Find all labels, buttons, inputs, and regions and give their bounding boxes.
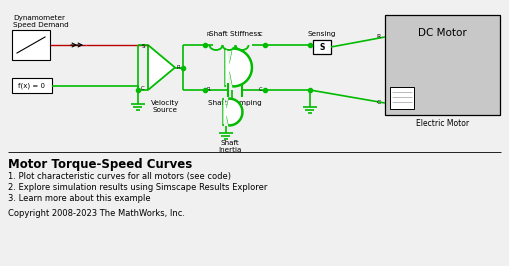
Text: R: R (207, 87, 211, 92)
Polygon shape (226, 50, 250, 85)
Text: Shaft Damping: Shaft Damping (208, 100, 262, 106)
Text: C: C (259, 87, 263, 92)
Text: 1. Plot characteristic curves for all motors (see code): 1. Plot characteristic curves for all mo… (8, 172, 231, 181)
Polygon shape (148, 45, 175, 90)
Bar (385, 15, 500, 115)
Text: Copyright 2008-2023 The MathWorks, Inc.: Copyright 2008-2023 The MathWorks, Inc. (8, 209, 185, 218)
Text: 2. Explore simulation results using Simscape Results Explorer: 2. Explore simulation results using Sims… (8, 183, 267, 192)
Text: Dynamometer
Speed Demand: Dynamometer Speed Demand (13, 15, 69, 28)
Text: S: S (142, 44, 145, 49)
Text: Sensing: Sensing (308, 31, 336, 37)
Text: f(x) = 0: f(x) = 0 (18, 82, 45, 89)
Text: Electric Motor: Electric Motor (416, 119, 469, 128)
Text: C: C (259, 32, 263, 37)
Polygon shape (225, 48, 252, 87)
Text: DC Motor: DC Motor (418, 28, 467, 38)
Text: R: R (377, 35, 381, 39)
Text: R: R (207, 32, 211, 37)
Text: 3. Learn more about this example: 3. Learn more about this example (8, 194, 151, 203)
Bar (313, 40, 331, 54)
Text: Shaft
Inertia: Shaft Inertia (218, 140, 242, 153)
Polygon shape (223, 98, 243, 126)
Text: C: C (142, 85, 145, 90)
Bar (12, 30, 50, 60)
Text: Motor Torque-Speed Curves: Motor Torque-Speed Curves (8, 158, 192, 171)
Text: R: R (177, 65, 181, 70)
Text: S: S (319, 43, 325, 52)
Text: Velocity
Source: Velocity Source (151, 100, 179, 113)
Text: C: C (377, 101, 381, 106)
Text: Shaft Stiffness: Shaft Stiffness (209, 31, 261, 37)
Bar (12, 78, 52, 93)
Bar (390, 87, 414, 109)
Polygon shape (224, 100, 240, 124)
